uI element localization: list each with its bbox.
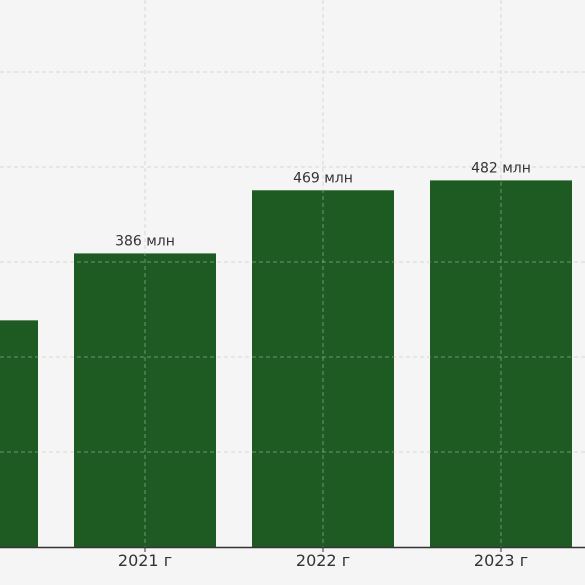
x-tick-label: 2023 г (474, 551, 528, 570)
bar (430, 180, 572, 547)
bar (0, 320, 38, 547)
bars (0, 180, 572, 548)
bar-value-labels: 386 млн 469 млн 482 млн (115, 160, 531, 249)
grid-lines-overlay (0, 0, 585, 547)
bar-value-label: 469 млн (293, 170, 353, 186)
bar (74, 253, 216, 548)
x-tick-label: 2022 г (296, 551, 350, 570)
bar (252, 190, 394, 547)
x-tick-label: 2021 г (118, 551, 172, 570)
bar-value-label: 386 млн (115, 233, 175, 249)
bar-value-label: 482 млн (471, 160, 531, 176)
x-tick-labels: 2021 г 2022 г 2023 г (118, 547, 528, 570)
